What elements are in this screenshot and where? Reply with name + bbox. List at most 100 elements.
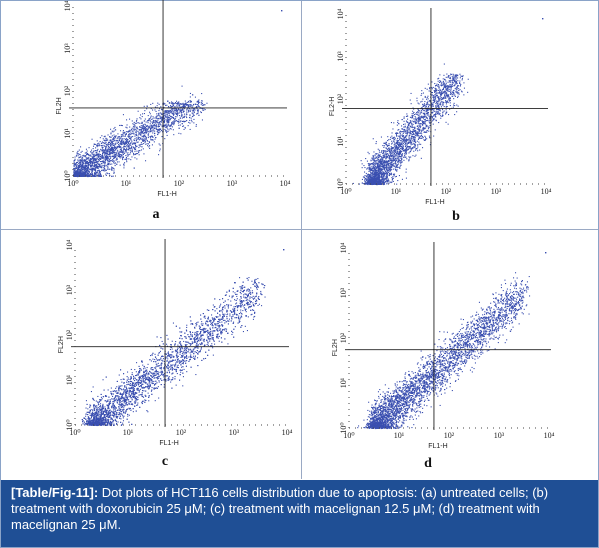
data-point: [127, 145, 129, 147]
data-point: [463, 94, 465, 96]
data-point: [407, 146, 409, 148]
data-point: [401, 147, 403, 149]
data-point: [435, 112, 437, 114]
data-point: [125, 133, 127, 135]
data-point: [456, 111, 458, 113]
data-point: [74, 158, 76, 160]
data-point: [107, 160, 109, 162]
data-point: [171, 126, 173, 128]
data-point: [117, 140, 119, 142]
data-point: [183, 110, 185, 112]
data-point: [443, 86, 445, 88]
data-point: [448, 97, 450, 99]
data-point: [384, 166, 386, 168]
data-point: [98, 171, 100, 173]
data-point: [77, 167, 79, 169]
data-point: [132, 136, 134, 138]
data-point: [373, 162, 375, 164]
data-point: [455, 75, 457, 77]
data-point: [164, 124, 166, 126]
data-point: [105, 158, 107, 160]
data-point: [178, 124, 180, 126]
data-point: [204, 109, 206, 111]
data-point: [181, 106, 183, 108]
data-point: [179, 117, 181, 119]
data-point: [388, 182, 390, 184]
data-point: [151, 130, 153, 132]
data-point: [404, 140, 406, 142]
data-point: [192, 110, 194, 112]
data-point: [443, 97, 445, 99]
data-point: [391, 140, 393, 142]
data-point: [431, 92, 433, 94]
data-point: [142, 140, 144, 142]
data-point: [101, 156, 103, 158]
data-point: [147, 130, 149, 132]
data-point: [449, 105, 451, 107]
data-point: [448, 96, 450, 98]
data-point: [128, 130, 130, 132]
data-point: [128, 140, 130, 142]
data-point: [102, 155, 104, 157]
data-point: [434, 97, 436, 99]
data-point: [90, 166, 92, 168]
data-point: [440, 81, 442, 83]
data-point: [168, 110, 170, 112]
data-point: [170, 125, 172, 127]
data-point: [104, 163, 106, 165]
data-point: [109, 148, 111, 150]
data-point: [89, 162, 91, 164]
data-point: [156, 117, 158, 119]
data-point: [105, 150, 107, 152]
data-point: [146, 140, 148, 142]
data-point: [378, 165, 380, 167]
data-point: [375, 170, 377, 172]
data-point: [112, 131, 114, 133]
data-point: [448, 86, 450, 88]
data-point: [416, 97, 418, 99]
data-point: [104, 142, 106, 144]
data-point: [453, 80, 455, 82]
data-point: [120, 144, 122, 146]
data-point: [399, 145, 401, 147]
data-point: [386, 145, 388, 147]
data-point: [446, 106, 448, 108]
data-point: [454, 95, 456, 97]
data-point: [166, 114, 168, 116]
data-point: [139, 150, 141, 152]
data-point: [186, 112, 188, 114]
data-point: [381, 168, 383, 170]
data-point: [381, 150, 383, 152]
data-point: [99, 164, 101, 166]
data-point: [129, 147, 131, 149]
data-point: [116, 159, 118, 161]
data-point: [97, 160, 99, 162]
data-point: [376, 169, 378, 171]
data-point: [154, 122, 156, 124]
data-point: [166, 125, 168, 127]
data-point: [138, 154, 140, 156]
data-point: [105, 158, 107, 160]
data-point: [393, 150, 395, 152]
data-point: [452, 93, 454, 95]
data-point: [420, 123, 422, 125]
data-point: [434, 94, 436, 96]
data-point: [396, 152, 398, 154]
data-point: [406, 144, 408, 146]
data-point: [376, 158, 378, 160]
data-point: [421, 120, 423, 122]
data-point: [444, 85, 446, 87]
data-point: [105, 169, 107, 171]
data-point: [395, 157, 397, 159]
data-point: [129, 130, 131, 132]
data-point: [412, 130, 414, 132]
data-point: [118, 155, 120, 157]
data-point: [422, 128, 424, 130]
data-point: [418, 112, 420, 114]
x-tick-label: 10¹: [121, 179, 132, 188]
data-point: [145, 160, 147, 162]
data-point: [177, 114, 179, 116]
data-point: [167, 100, 169, 102]
data-point: [449, 84, 451, 86]
data-point: [140, 125, 142, 127]
